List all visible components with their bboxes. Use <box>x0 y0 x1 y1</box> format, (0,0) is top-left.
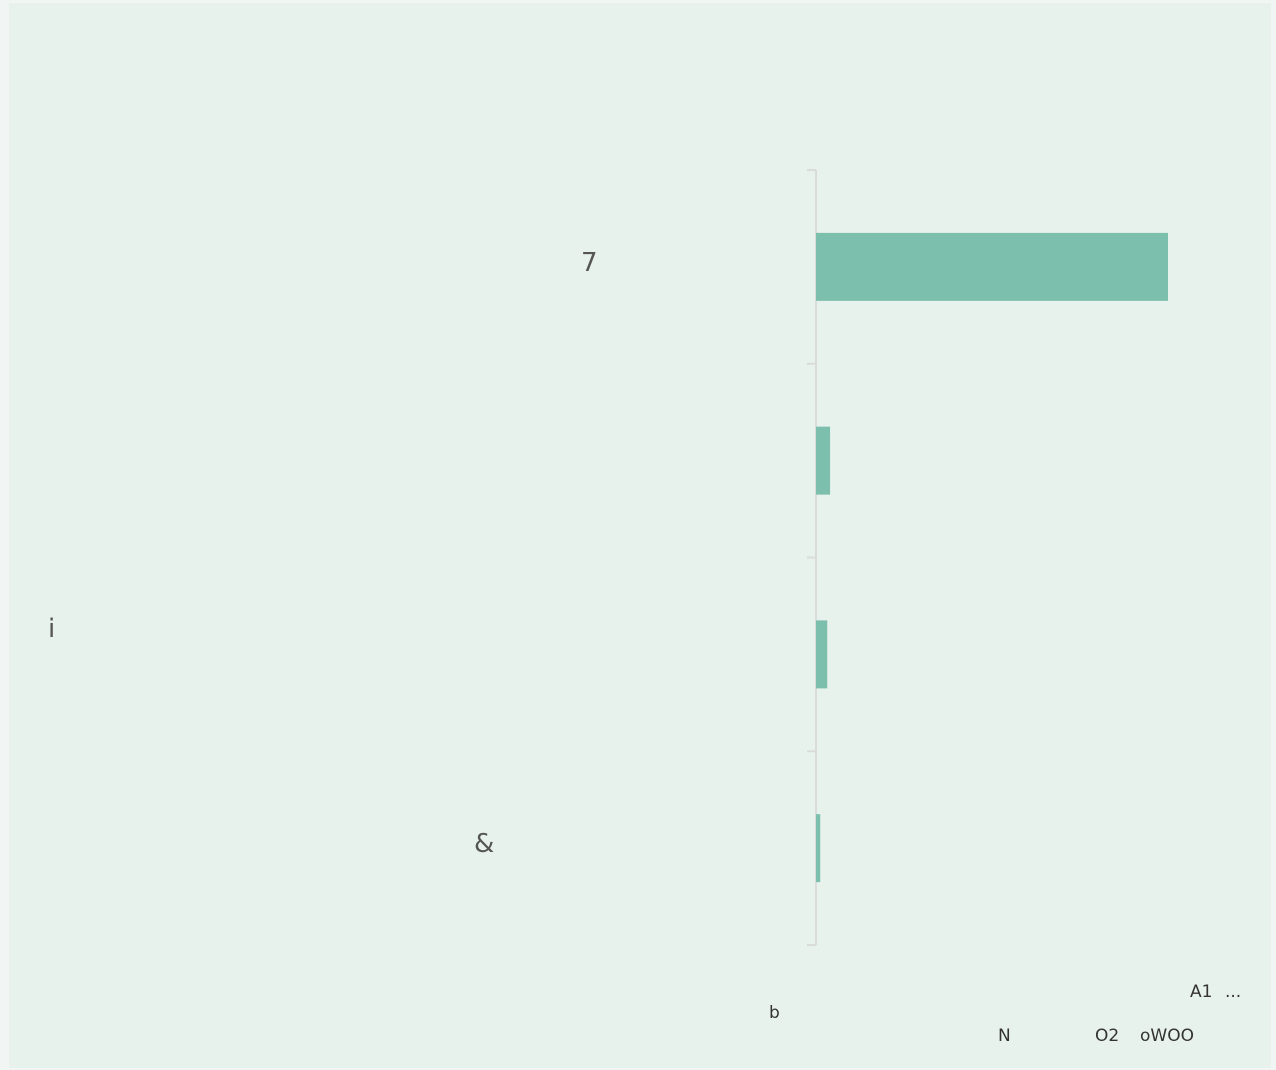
left-glyph: i <box>48 614 56 644</box>
y-axis-ticks <box>807 169 816 946</box>
footer-label-a1: A1 <box>1190 982 1213 1002</box>
category-label-4: & <box>474 829 495 859</box>
category-label-1: 7 <box>581 248 598 278</box>
bar-3 <box>816 620 828 689</box>
footer-label-owoo: oWOO <box>1140 1026 1194 1046</box>
footer-label-o2: O2 <box>1095 1026 1120 1046</box>
bar-1 <box>816 232 1168 301</box>
bars <box>816 232 1168 883</box>
bottom-glyph: b <box>769 1003 780 1023</box>
bar-4 <box>816 814 821 883</box>
footer-label-n: N <box>998 1026 1011 1046</box>
footer-ellipsis: ... <box>1225 982 1242 1002</box>
bar-2 <box>816 426 831 495</box>
chart-panel <box>9 3 1271 1068</box>
